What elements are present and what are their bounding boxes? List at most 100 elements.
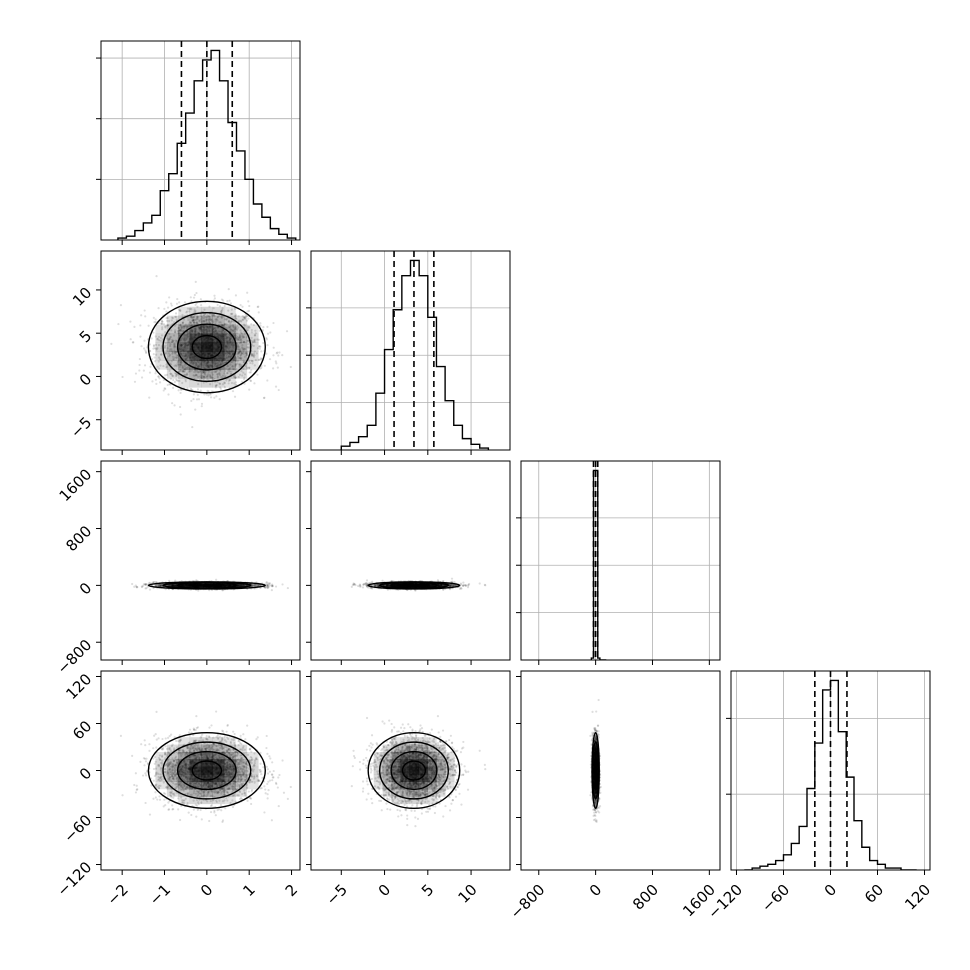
scatter-point xyxy=(154,372,157,375)
scatter-point xyxy=(168,296,171,299)
scatter-point xyxy=(234,326,237,329)
scatter-point xyxy=(174,312,178,315)
scatter-point xyxy=(168,337,172,341)
density-cell xyxy=(201,324,213,334)
scatter-point xyxy=(238,365,241,368)
scatter-point xyxy=(213,377,216,381)
scatter-point xyxy=(156,338,159,341)
density-cell xyxy=(178,342,191,352)
scatter-point xyxy=(177,360,180,363)
scatter-point xyxy=(365,584,368,587)
scatter-point xyxy=(149,365,152,368)
scatter-point xyxy=(234,376,237,379)
scatter-point xyxy=(266,585,269,588)
scatter-point xyxy=(183,370,186,373)
scatter-point xyxy=(238,356,242,360)
scatter-point xyxy=(168,369,171,372)
scatter-point xyxy=(213,297,216,300)
scatter-point xyxy=(257,338,260,341)
scatter-point xyxy=(155,584,158,587)
density-cell xyxy=(223,584,236,587)
scatter-point xyxy=(231,312,234,315)
scatter-point xyxy=(184,380,187,383)
scatter-point xyxy=(248,326,251,329)
scatter-point xyxy=(241,347,244,350)
scatter-point xyxy=(129,338,132,341)
scatter-point xyxy=(266,344,269,347)
scatter-point xyxy=(207,373,210,376)
scatter-point xyxy=(242,583,245,587)
scatter-point xyxy=(174,351,177,354)
scatter-point xyxy=(169,383,172,386)
scatter-point xyxy=(220,310,223,313)
scatter-point xyxy=(216,373,219,376)
density-cell xyxy=(223,306,236,316)
scatter-point xyxy=(169,377,173,380)
scatter-point xyxy=(208,305,211,308)
scatter-point xyxy=(242,334,245,337)
scatter-point xyxy=(157,344,161,347)
scatter-point xyxy=(204,320,207,323)
scatter-point xyxy=(231,365,234,368)
scatter-point xyxy=(226,372,229,375)
scatter-point xyxy=(166,316,169,320)
scatter-point xyxy=(182,325,186,328)
scatter-point xyxy=(235,332,238,335)
scatter-point xyxy=(221,307,224,310)
scatter-point xyxy=(257,358,260,361)
scatter-point xyxy=(281,583,284,586)
scatter-point xyxy=(194,374,198,377)
scatter-point xyxy=(374,583,378,586)
scatter-point xyxy=(220,375,223,379)
scatter-point xyxy=(237,338,240,342)
scatter-point xyxy=(159,364,162,367)
scatter-point xyxy=(179,369,183,372)
scatter-point xyxy=(250,353,253,356)
scatter-point xyxy=(259,584,262,587)
scatter-point xyxy=(178,301,181,304)
scatter-point xyxy=(211,376,214,379)
scatter-point xyxy=(234,363,238,366)
scatter-point xyxy=(207,390,210,393)
scatter-point xyxy=(165,310,168,313)
scatter-point xyxy=(266,586,269,590)
scatter-point xyxy=(414,589,417,592)
scatter-point xyxy=(229,367,232,370)
scatter-point xyxy=(253,340,256,344)
scatter-point xyxy=(138,369,141,372)
scatter-point xyxy=(174,584,177,587)
scatter-point xyxy=(211,373,214,376)
scatter-point xyxy=(215,578,218,581)
scatter-point xyxy=(169,348,172,351)
contour-level-1 xyxy=(176,323,237,371)
scatter-point xyxy=(239,583,243,586)
scatter-point xyxy=(274,385,278,388)
scatter-point xyxy=(172,378,175,382)
scatter-point xyxy=(253,350,256,353)
scatter-point xyxy=(190,308,193,311)
scatter-point xyxy=(197,375,200,378)
scatter-point xyxy=(242,378,246,381)
scatter-point xyxy=(201,320,204,323)
density-cell xyxy=(201,342,213,352)
scatter-point xyxy=(166,324,169,327)
scatter-point xyxy=(258,584,261,587)
scatter-point xyxy=(178,370,181,373)
scatter-point xyxy=(170,340,173,343)
scatter-point xyxy=(208,315,211,318)
scatter-point xyxy=(452,584,455,587)
scatter-point xyxy=(230,320,234,323)
scatter-point xyxy=(177,326,180,330)
scatter-point xyxy=(246,346,249,349)
scatter-point xyxy=(190,399,193,402)
density-cell xyxy=(212,360,225,370)
scatter-point xyxy=(228,378,231,381)
scatter-point xyxy=(212,313,215,317)
scatter-point xyxy=(265,338,268,341)
scatter-point xyxy=(179,328,182,332)
scatter-point xyxy=(218,398,221,401)
histogram-panel-0 xyxy=(96,40,301,245)
scatter-point xyxy=(238,350,241,353)
scatter-point xyxy=(224,361,228,364)
